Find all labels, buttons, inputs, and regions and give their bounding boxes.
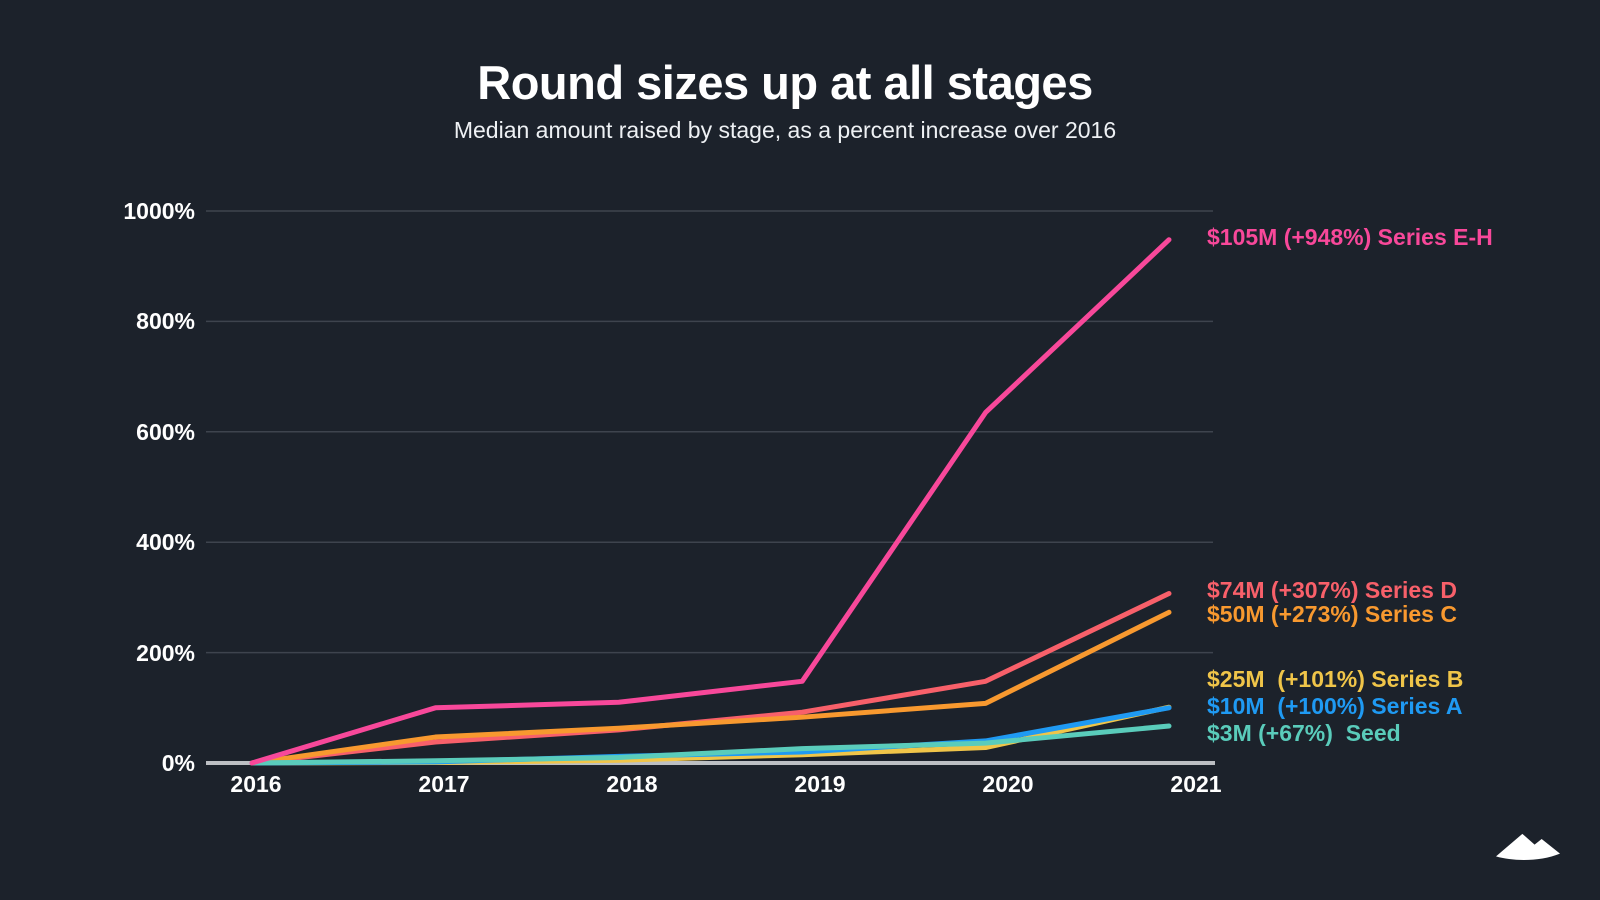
series-annotation-seed: $3M (+67%) Seed [1207, 720, 1401, 746]
series-annotation-series-e-h: $105M (+948%) Series E-H [1207, 224, 1493, 250]
y-tick-label-0-: 0% [161, 750, 195, 776]
y-tick-label-600-: 600% [136, 418, 195, 445]
y-tick-label-800-: 800% [136, 308, 195, 335]
y-tick-label-200-: 200% [136, 639, 195, 666]
series-line-series-c [249, 609, 1172, 766]
mountain-logo-icon [1496, 833, 1560, 860]
series-annotation-series-d: $74M (+307%) Series D [1207, 577, 1457, 603]
x-tick-label-2020: 2020 [982, 771, 1034, 797]
mountain-logo-path [1496, 833, 1560, 860]
chart-title: Round sizes up at all stages [477, 56, 1093, 109]
series-line-series-e-h [249, 237, 1172, 766]
x-tick-label-2016: 2016 [230, 771, 282, 797]
y-tick-label-1000-: 1000% [123, 198, 195, 224]
x-tick-label-2019: 2019 [794, 771, 846, 797]
x-tick-label-2018: 2018 [606, 771, 658, 797]
chart-subtitle: Median amount raised by stage, as a perc… [453, 117, 1117, 143]
series-annotation-series-a: $10M (+100%) Series A [1207, 693, 1463, 719]
series-line-seed [249, 723, 1172, 766]
x-tick-label-2021: 2021 [1170, 771, 1222, 797]
series-annotation-series-b: $25M (+101%) Series B [1207, 666, 1464, 692]
series-annotation-series-c: $50M (+273%) Series C [1207, 601, 1457, 627]
x-tick-label-2017: 2017 [418, 771, 470, 797]
y-tick-label-400-: 400% [136, 529, 195, 556]
